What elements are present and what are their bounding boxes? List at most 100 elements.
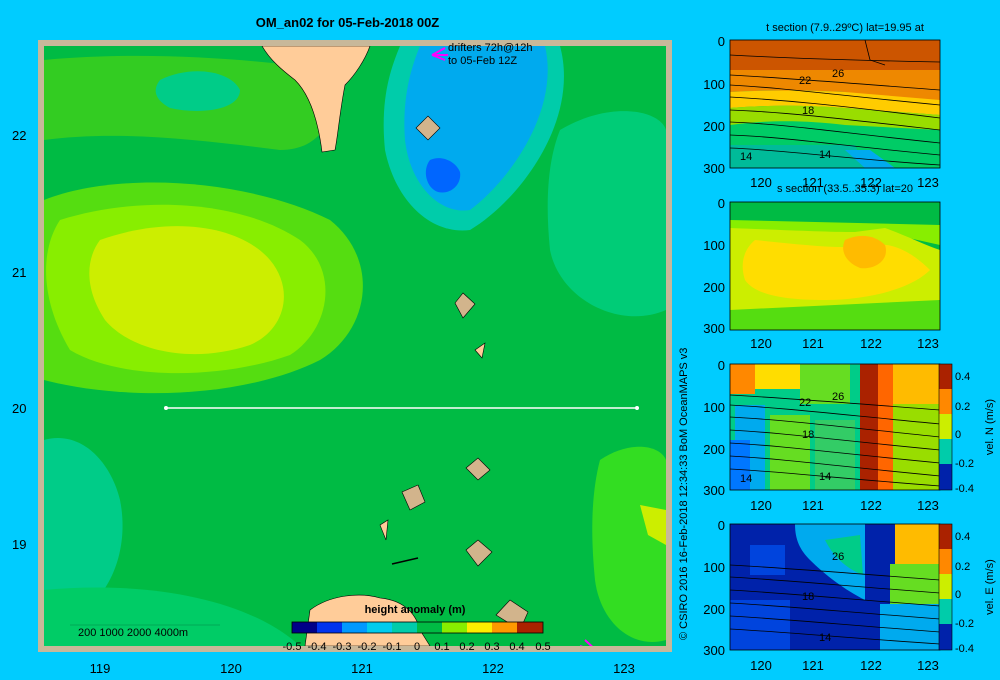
lon-tick: 119: [90, 661, 111, 676]
svg-text:0: 0: [718, 518, 725, 533]
map-title: OM_an02 for 05-Feb-2018 00Z: [255, 15, 440, 30]
svg-text:0.4: 0.4: [955, 371, 970, 383]
taiwan-land: [261, 46, 371, 153]
svg-text:300: 300: [703, 483, 725, 498]
depth-axis: 0 100 200 300: [703, 34, 725, 176]
lon-axis: 120 121 122 123: [750, 498, 939, 513]
svg-text:122: 122: [860, 498, 882, 513]
panel-title: t section (7.9..29ºC) lat=19.95 at: [766, 22, 924, 34]
sea-surface-field: [44, 46, 666, 646]
contour-label: 26: [832, 551, 844, 563]
colorbar: [291, 621, 544, 634]
vn-colorbar-ticks: 0.4 0.2 0 -0.2 -0.4: [955, 371, 974, 495]
depth-axis: 0 100 200 300: [703, 196, 725, 336]
svg-text:200: 200: [703, 442, 725, 457]
contour-label: 22: [799, 75, 811, 87]
svg-text:-0.4: -0.4: [308, 641, 327, 653]
svg-text:122: 122: [860, 658, 882, 673]
svg-text:120: 120: [750, 498, 772, 513]
lat-tick: 19: [12, 537, 26, 552]
island: [415, 115, 441, 141]
s-section-plot: [729, 201, 941, 331]
contour-label: 14: [740, 473, 752, 485]
island: [454, 292, 476, 319]
svg-text:123: 123: [917, 498, 939, 513]
lon-tick: 122: [482, 661, 504, 676]
vn-colorbar: [938, 363, 953, 491]
lon-tick: 123: [613, 661, 635, 676]
svg-text:0: 0: [414, 641, 420, 653]
svg-text:100: 100: [703, 560, 725, 575]
svg-text:-0.5: -0.5: [283, 641, 302, 653]
svg-text:100: 100: [703, 238, 725, 253]
main-map[interactable]: 22 21 20 19 119 120 121 122 123 drifters…: [0, 0, 680, 680]
svg-text:-0.4: -0.4: [955, 483, 974, 495]
contour-label: 14: [819, 149, 831, 161]
svg-text:-0.2: -0.2: [358, 641, 377, 653]
svg-text:0.3: 0.3: [484, 641, 499, 653]
lon-axis: 120 121 122 123: [750, 658, 939, 673]
lon-tick: 121: [351, 661, 373, 676]
svg-text:120: 120: [750, 658, 772, 673]
credit-text: © CSIRO 2016 16-Feb-2018 12:34:33 BoM Oc…: [678, 347, 690, 640]
vn-section-panel: 22 26 18 14 14 0 100 200 300 120 121 122…: [703, 358, 996, 513]
lat-tick: 21: [12, 265, 26, 280]
vn-section-plot: 22 26 18 14 14: [729, 363, 941, 491]
section-line-start: [164, 406, 168, 410]
svg-text:-0.2: -0.2: [955, 618, 974, 630]
lon-tick: 120: [220, 661, 242, 676]
contour-label: 26: [832, 391, 844, 403]
contour-label: 22: [799, 397, 811, 409]
svg-text:0.2: 0.2: [955, 561, 970, 573]
svg-text:123: 123: [917, 336, 939, 351]
s-section-panel: s section (33.5..35.3) lat=20 0 100 200 …: [703, 183, 941, 351]
svg-text:0: 0: [955, 589, 961, 601]
contour-label: 18: [802, 105, 814, 117]
contour-label: 26: [832, 68, 844, 80]
island: [474, 342, 486, 359]
ve-colorbar-ticks: 0.4 0.2 0 -0.2 -0.4: [955, 531, 974, 655]
island: [391, 557, 419, 565]
drifter-track: [580, 639, 593, 646]
island: [379, 519, 389, 541]
svg-text:200: 200: [703, 602, 725, 617]
svg-text:121: 121: [802, 498, 824, 513]
svg-text:0.1: 0.1: [434, 641, 449, 653]
svg-text:300: 300: [703, 321, 725, 336]
section-panels: t section (7.9..29ºC) lat=19.95 at 22 26…: [703, 22, 996, 673]
svg-text:0: 0: [718, 358, 725, 373]
island: [465, 457, 491, 481]
svg-text:-0.2: -0.2: [955, 458, 974, 470]
island: [401, 484, 426, 511]
drifters-label-2: to 05-Feb 12Z: [448, 55, 517, 67]
svg-text:0.4: 0.4: [955, 531, 970, 543]
contour-label: 18: [802, 429, 814, 441]
depth-legend: 200 1000 2000 4000m: [78, 627, 188, 639]
svg-text:122: 122: [860, 175, 882, 190]
svg-text:0: 0: [718, 34, 725, 49]
drifters-label-1: drifters 72h@12h: [448, 42, 533, 54]
depth-axis: 0 100 200 300: [703, 358, 725, 498]
svg-text:121: 121: [802, 175, 824, 190]
section-line-end: [635, 406, 639, 410]
ve-colorbar: [938, 523, 953, 651]
lon-axis: 119 120 121 122 123: [90, 661, 635, 676]
svg-text:123: 123: [917, 658, 939, 673]
lon-axis: 120 121 122 123: [750, 336, 939, 351]
ve-section-plot: 26 18 14: [729, 523, 941, 651]
svg-text:120: 120: [750, 336, 772, 351]
lon-axis: 120 121 122 123: [750, 175, 939, 190]
depth-axis: 0 100 200 300: [703, 518, 725, 658]
drifter-track: [431, 47, 448, 61]
contour-label: 14: [819, 632, 831, 644]
svg-text:300: 300: [703, 643, 725, 658]
ve-section-panel: 26 18 14 0 100 200 300 120 121 122 123 0…: [703, 518, 996, 673]
main-title: OM_an02 for 05-Feb-2018 00Z: [0, 0, 680, 30]
svg-text:300: 300: [703, 161, 725, 176]
contour-label: 18: [802, 591, 814, 603]
svg-text:-0.1: -0.1: [383, 641, 402, 653]
lat-axis: 22 21 20 19: [12, 128, 26, 552]
svg-text:0.4: 0.4: [509, 641, 524, 653]
svg-text:-0.4: -0.4: [955, 643, 974, 655]
svg-text:121: 121: [802, 336, 824, 351]
